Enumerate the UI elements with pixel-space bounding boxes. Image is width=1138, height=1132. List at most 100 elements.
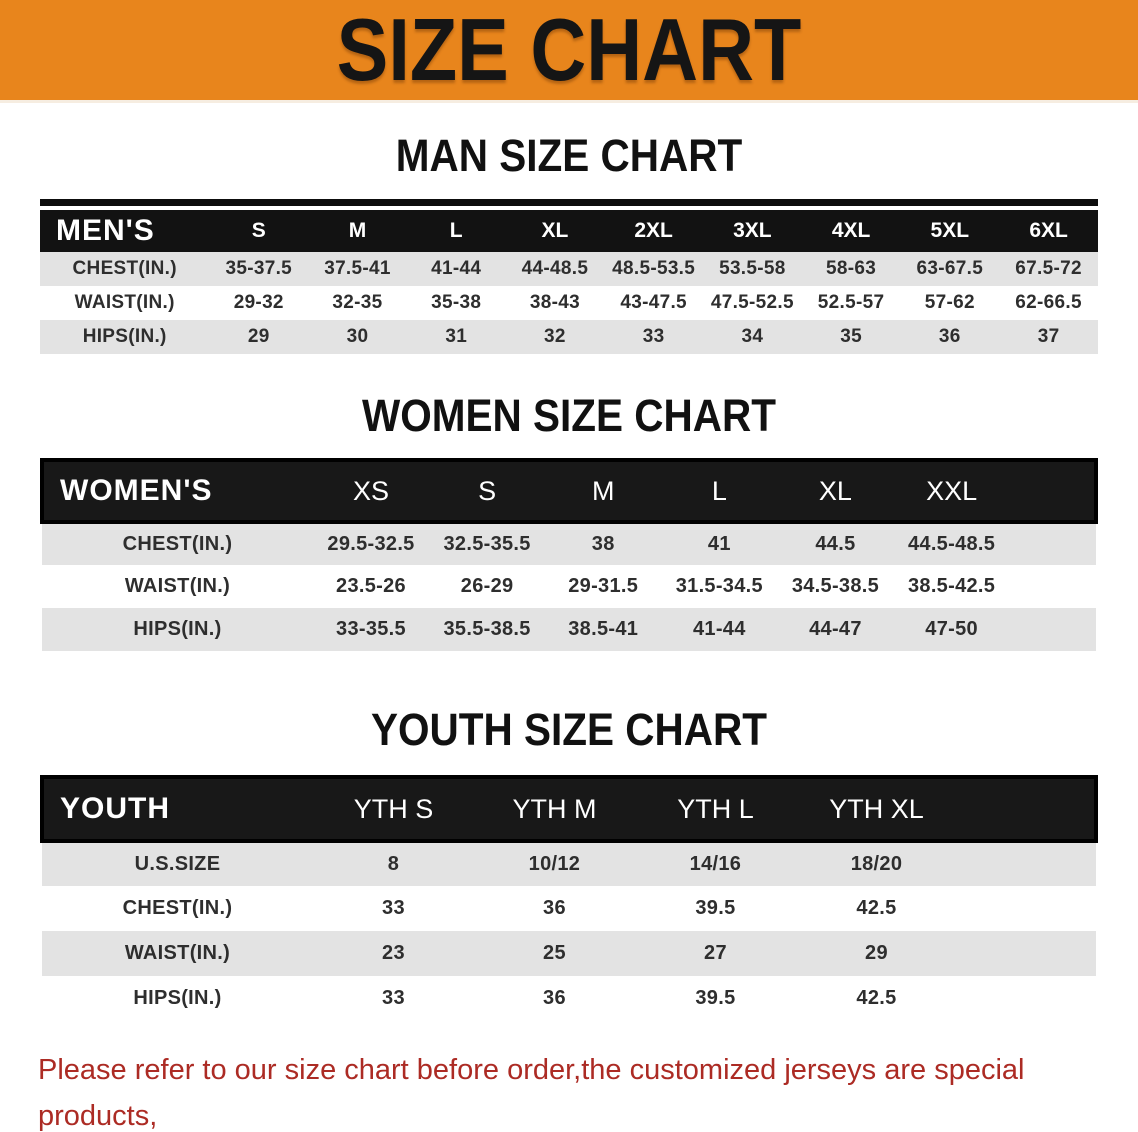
size-chart-banner: SIZE CHART bbox=[0, 0, 1138, 103]
measurement-value: 44-48.5 bbox=[521, 258, 589, 279]
measurement-value: 67.5-72 bbox=[1015, 258, 1082, 279]
measurement-value: 33-35.5 bbox=[336, 618, 406, 640]
spacer-cell bbox=[1010, 522, 1096, 565]
spacer-cell bbox=[957, 931, 1096, 976]
men-size-section: MAN SIZE CHART MEN'S S M L XL 2XL 3XL 4XL 5XL 6XL… bbox=[0, 130, 1138, 354]
measurement-value: 43-47.5 bbox=[620, 292, 687, 313]
measurement-value: 25 bbox=[543, 942, 566, 964]
measurement-label: CHEST(IN.) bbox=[72, 258, 177, 279]
size-column-header: 4XL bbox=[831, 219, 871, 242]
table-row: HIPS(IN.) 33-35.5 35.5-38.5 38.5-41 41-44 44-… bbox=[42, 608, 1096, 651]
spacer-cell bbox=[957, 976, 1096, 1021]
measurement-value: 44.5-48.5 bbox=[907, 533, 996, 555]
table-title-cell: WOMEN'S bbox=[60, 474, 213, 507]
measurement-value: 32.5-35.5 bbox=[443, 533, 531, 555]
measurement-value: 33 bbox=[382, 897, 405, 919]
women-size-table-wrap: WOMEN'S XS S M L XL XXL CHEST(IN.) 29.5-32.5 32.5… bbox=[40, 458, 1098, 651]
measurement-value: 42.5 bbox=[856, 897, 897, 919]
table-title-cell: YOUTH bbox=[60, 792, 170, 825]
size-column-header: 2XL bbox=[634, 219, 673, 242]
measurement-value: 35-37.5 bbox=[225, 258, 293, 279]
measurement-value: 29-32 bbox=[233, 292, 284, 313]
measurement-value: 63-67.5 bbox=[916, 258, 984, 279]
men-size-table: MEN'S S M L XL 2XL 3XL 4XL 5XL 6XL CHEST(IN.) 35-37… bbox=[40, 210, 1098, 354]
measurement-value: 18/20 bbox=[850, 853, 903, 875]
measurement-label: HIPS(IN.) bbox=[133, 618, 222, 640]
measurement-value: 47-50 bbox=[925, 618, 978, 640]
measurement-value: 35.5-38.5 bbox=[443, 618, 531, 640]
size-column-header: 6XL bbox=[1029, 219, 1068, 242]
measurement-value: 30 bbox=[346, 326, 369, 347]
measurement-value: 29-31.5 bbox=[568, 575, 639, 597]
spacer-cell bbox=[1010, 565, 1096, 608]
size-column-header: YTH M bbox=[512, 793, 597, 824]
measurement-value: 38.5-42.5 bbox=[907, 575, 996, 597]
measurement-value: 52.5-57 bbox=[817, 292, 885, 313]
size-column-header: 5XL bbox=[930, 219, 970, 242]
measurement-value: 41-44 bbox=[431, 258, 482, 279]
measurement-value: 32-35 bbox=[332, 292, 383, 313]
size-column-header: S bbox=[478, 475, 497, 506]
measurement-value: 23 bbox=[382, 942, 405, 964]
measurement-value: 23.5-26 bbox=[336, 575, 406, 597]
table-row: CHEST(IN.) 35-37.5 37.5-41 41-44 44-48.5 48.5… bbox=[40, 252, 1098, 286]
table-row: CHEST(IN.) 33 36 39.5 42.5 bbox=[42, 886, 1096, 931]
table-header-row: MEN'S S M L XL 2XL 3XL 4XL 5XL 6XL bbox=[40, 210, 1098, 252]
measurement-value: 34.5-38.5 bbox=[791, 575, 880, 597]
measurement-label: HIPS(IN.) bbox=[133, 987, 222, 1009]
women-section-heading: WOMEN SIZE CHART bbox=[362, 390, 776, 441]
measurement-value: 33 bbox=[642, 326, 665, 347]
measurement-value: 37.5-41 bbox=[324, 258, 391, 279]
measurement-label: WAIST(IN.) bbox=[74, 292, 175, 313]
size-column-header: YTH L bbox=[677, 793, 754, 824]
disclaimer-line-1: Please refer to our size chart before or… bbox=[38, 1054, 1025, 1132]
measurement-value: 35 bbox=[840, 326, 862, 347]
size-column-header: 3XL bbox=[733, 219, 772, 242]
women-size-table: WOMEN'S XS S M L XL XXL CHEST(IN.) 29.5-32.5 32.5… bbox=[40, 458, 1098, 651]
measurement-value: 10/12 bbox=[528, 853, 581, 875]
size-column-header: XS bbox=[352, 475, 390, 506]
measurement-value: 47.5-52.5 bbox=[710, 292, 794, 313]
table-row: HIPS(IN.) 33 36 39.5 42.5 bbox=[42, 976, 1096, 1021]
women-size-section: WOMEN SIZE CHART WOMEN'S XS S M L XL XXL CHEST(… bbox=[0, 390, 1138, 651]
table-row: U.S.SIZE 8 10/12 14/16 18/20 bbox=[42, 841, 1096, 886]
measurement-value: 39.5 bbox=[695, 897, 736, 919]
measurement-label: U.S.SIZE bbox=[134, 853, 221, 875]
measurement-value: 8 bbox=[387, 853, 400, 875]
table-row: CHEST(IN.) 29.5-32.5 32.5-35.5 38 41 44.5 44.5… bbox=[42, 522, 1096, 565]
table-header-row: WOMEN'S XS S M L XL XXL bbox=[42, 460, 1096, 522]
youth-size-table-wrap: YOUTH YTH S YTH M YTH L YTH XL U.S.SIZE 8 10/12… bbox=[40, 775, 1098, 1021]
measurement-value: 29 bbox=[247, 326, 270, 347]
measurement-value: 53.5-58 bbox=[719, 258, 786, 279]
spacer-cell bbox=[1010, 608, 1096, 651]
size-column-header: L bbox=[711, 475, 727, 506]
table-row: WAIST(IN.) 29-32 32-35 35-38 38-43 43-47.5 47.… bbox=[40, 286, 1098, 320]
size-column-header: M bbox=[348, 219, 367, 242]
measurement-value: 42.5 bbox=[856, 987, 897, 1009]
measurement-value: 39.5 bbox=[695, 987, 736, 1009]
youth-section-heading: YOUTH SIZE CHART bbox=[370, 704, 767, 755]
measurement-value: 33 bbox=[382, 987, 405, 1009]
measurement-label: WAIST(IN.) bbox=[124, 575, 231, 597]
measurement-value: 14/16 bbox=[689, 853, 742, 875]
measurement-value: 36 bbox=[938, 326, 961, 347]
size-column-header: XL bbox=[818, 475, 852, 506]
measurement-value: 41-44 bbox=[693, 618, 746, 640]
measurement-value: 62-66.5 bbox=[1015, 292, 1082, 313]
youth-size-table: YOUTH YTH S YTH M YTH L YTH XL U.S.SIZE 8 10/12… bbox=[40, 775, 1098, 1021]
table-title-cell: MEN'S bbox=[56, 214, 155, 247]
table-row: WAIST(IN.) 23.5-26 26-29 29-31.5 31.5-34.5 34… bbox=[42, 565, 1096, 608]
measurement-value: 38-43 bbox=[529, 292, 580, 313]
measurement-value: 38.5-41 bbox=[568, 618, 639, 640]
measurement-value: 29.5-32.5 bbox=[327, 533, 415, 555]
spacer-cell bbox=[1010, 460, 1096, 522]
size-column-header: XXL bbox=[926, 475, 978, 506]
measurement-value: 37 bbox=[1037, 326, 1060, 347]
size-column-header: XL bbox=[541, 219, 569, 242]
spacer-cell bbox=[957, 777, 1096, 841]
measurement-label: CHEST(IN.) bbox=[122, 533, 233, 555]
disclaimer: Please refer to our size chart before or… bbox=[0, 1047, 1138, 1132]
measurement-value: 44-47 bbox=[809, 618, 862, 640]
measurement-value: 38 bbox=[591, 533, 615, 555]
banner-title: SIZE CHART bbox=[336, 0, 802, 99]
